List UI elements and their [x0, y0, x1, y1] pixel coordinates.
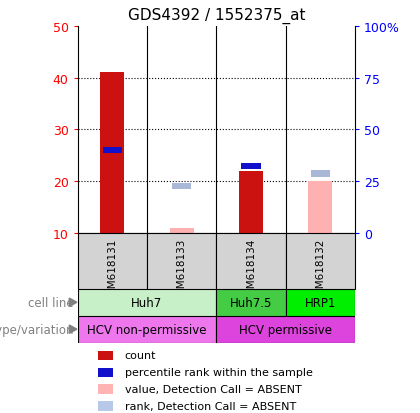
Bar: [308, 182, 332, 233]
Bar: [216, 289, 286, 316]
Text: value, Detection Call = ABSENT: value, Detection Call = ABSENT: [125, 384, 302, 394]
Bar: [239, 171, 263, 233]
Bar: [310, 171, 330, 177]
Bar: [172, 184, 192, 190]
Bar: [147, 233, 216, 289]
Text: HRP1: HRP1: [304, 296, 336, 309]
Bar: [102, 148, 122, 154]
Bar: [97, 401, 113, 411]
Bar: [97, 368, 113, 377]
Bar: [78, 289, 216, 316]
Text: GSM618132: GSM618132: [315, 238, 325, 301]
Text: count: count: [125, 351, 156, 361]
Bar: [216, 316, 355, 343]
Text: HCV permissive: HCV permissive: [239, 323, 332, 336]
Bar: [100, 73, 124, 233]
Text: cell line: cell line: [28, 296, 74, 309]
Text: GSM618131: GSM618131: [108, 238, 117, 301]
Bar: [78, 316, 216, 343]
Text: rank, Detection Call = ABSENT: rank, Detection Call = ABSENT: [125, 401, 296, 411]
Text: GSM618134: GSM618134: [246, 238, 256, 301]
Bar: [216, 233, 286, 289]
Text: HCV non-permissive: HCV non-permissive: [87, 323, 207, 336]
Bar: [78, 233, 147, 289]
Text: GSM618133: GSM618133: [177, 238, 186, 301]
Bar: [97, 385, 113, 394]
Bar: [241, 163, 261, 169]
Bar: [97, 351, 113, 360]
Bar: [286, 233, 355, 289]
Text: genotype/variation: genotype/variation: [0, 323, 74, 336]
Text: Huh7: Huh7: [131, 296, 163, 309]
Title: GDS4392 / 1552375_at: GDS4392 / 1552375_at: [128, 8, 305, 24]
Text: Huh7.5: Huh7.5: [230, 296, 272, 309]
Bar: [286, 289, 355, 316]
Bar: [170, 228, 194, 233]
Text: percentile rank within the sample: percentile rank within the sample: [125, 367, 312, 377]
